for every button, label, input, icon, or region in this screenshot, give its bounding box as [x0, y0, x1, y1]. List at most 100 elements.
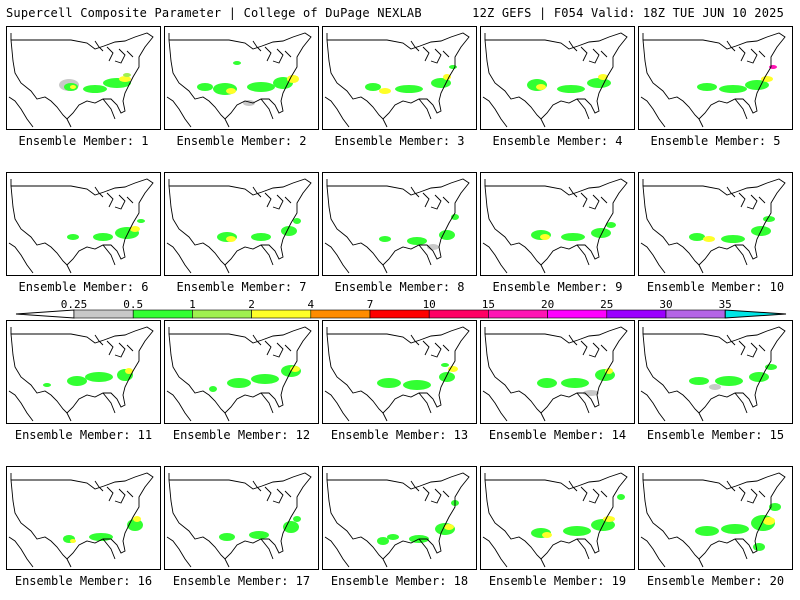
scp-contour	[769, 503, 781, 511]
legend-tick-label: 15	[481, 298, 496, 311]
scp-contour	[695, 526, 719, 536]
map-outline	[746, 488, 758, 504]
ensemble-map-panel	[638, 466, 793, 570]
ensemble-member-label: Ensemble Member: 8	[334, 280, 465, 294]
map-outline	[600, 50, 608, 58]
scp-contour	[689, 233, 705, 241]
map-outline	[418, 244, 432, 266]
legend-color-segment	[192, 309, 252, 319]
map-outline	[272, 488, 284, 504]
map-title: Supercell Composite Parameter | College …	[6, 6, 422, 20]
map-outline	[260, 98, 274, 120]
color-legend	[15, 309, 787, 319]
map-outline	[94, 40, 104, 52]
map-outline	[410, 480, 420, 492]
scp-contour	[395, 85, 423, 93]
map-outline	[94, 480, 104, 492]
map-outline	[272, 48, 284, 64]
map-outline	[588, 48, 600, 64]
map-outline	[224, 118, 230, 128]
us-map	[482, 32, 628, 128]
ensemble-map-panel	[480, 172, 635, 276]
map-outline	[422, 192, 430, 208]
map-outline	[8, 390, 34, 422]
map-outline	[642, 178, 786, 266]
map-outline	[580, 340, 588, 356]
scp-contour	[43, 383, 51, 387]
map-outline	[640, 96, 666, 128]
scp-contour	[542, 532, 552, 538]
map-outline	[746, 342, 758, 358]
map-outline	[576, 538, 590, 560]
us-map	[324, 178, 470, 274]
us-map	[8, 472, 154, 568]
map-outline	[640, 242, 666, 274]
ensemble-member-label: Ensemble Member: 6	[18, 280, 149, 294]
legend-tick-label: 7	[366, 298, 374, 311]
map-outline	[698, 264, 704, 274]
scp-contour	[703, 236, 715, 242]
map-outline	[382, 412, 388, 422]
ensemble-map-panel	[638, 26, 793, 130]
map-outline	[418, 98, 432, 120]
map-outline	[324, 242, 350, 274]
scp-contour	[719, 85, 747, 93]
map-outline	[734, 98, 748, 120]
map-outline	[102, 244, 116, 266]
map-outline	[260, 392, 274, 414]
map-outline	[540, 412, 546, 422]
map-outline	[168, 32, 312, 120]
scp-contour	[431, 78, 451, 88]
map-outline	[126, 196, 134, 204]
ensemble-member-label: Ensemble Member: 18	[330, 574, 469, 588]
us-map	[482, 472, 628, 568]
us-map	[166, 472, 312, 568]
map-outline	[482, 242, 508, 274]
ensemble-map-panel	[638, 172, 793, 276]
map-outline	[66, 558, 72, 568]
legend-tick-label: 0.5	[123, 298, 144, 311]
scp-contour	[251, 374, 279, 384]
scp-contour	[83, 85, 107, 93]
legend-right-arrow	[724, 309, 787, 319]
map-outline	[726, 40, 736, 52]
map-outline	[66, 412, 72, 422]
map-outline	[738, 46, 746, 62]
scp-contour	[557, 85, 585, 93]
map-outline	[540, 558, 546, 568]
map-outline	[410, 186, 420, 198]
run-valid-time: 12Z GEFS | F054 Valid: 18Z TUE JUN 10 20…	[472, 6, 784, 20]
scp-contour	[70, 85, 76, 89]
legend-tick-label: 35	[718, 298, 732, 311]
map-outline	[166, 242, 192, 274]
map-outline	[580, 192, 588, 208]
map-outline	[114, 194, 126, 210]
ensemble-member-label: Ensemble Member: 5	[650, 134, 781, 148]
scp-contour	[93, 233, 113, 241]
scp-contour	[603, 516, 615, 522]
scp-contour	[763, 517, 775, 525]
scp-contour	[251, 233, 271, 241]
map-outline	[758, 196, 766, 204]
map-outline	[698, 558, 704, 568]
map-outline	[94, 334, 104, 346]
map-outline	[324, 96, 350, 128]
map-outline	[126, 344, 134, 352]
ensemble-map-panel	[322, 320, 477, 424]
scp-contour	[67, 376, 87, 386]
map-outline	[484, 178, 628, 266]
map-outline	[746, 194, 758, 210]
map-outline	[726, 186, 736, 198]
scp-contour	[70, 539, 76, 543]
ensemble-member-label: Ensemble Member: 11	[14, 428, 153, 442]
legend-tick-label: 10	[422, 298, 436, 311]
scp-contour	[377, 378, 401, 388]
map-outline	[442, 490, 450, 498]
us-map	[482, 326, 628, 422]
ensemble-map-panel	[480, 466, 635, 570]
scp-contour	[233, 61, 241, 65]
map-outline	[10, 326, 154, 414]
map-outline	[738, 486, 746, 502]
map-outline	[484, 32, 628, 120]
map-outline	[382, 264, 388, 274]
